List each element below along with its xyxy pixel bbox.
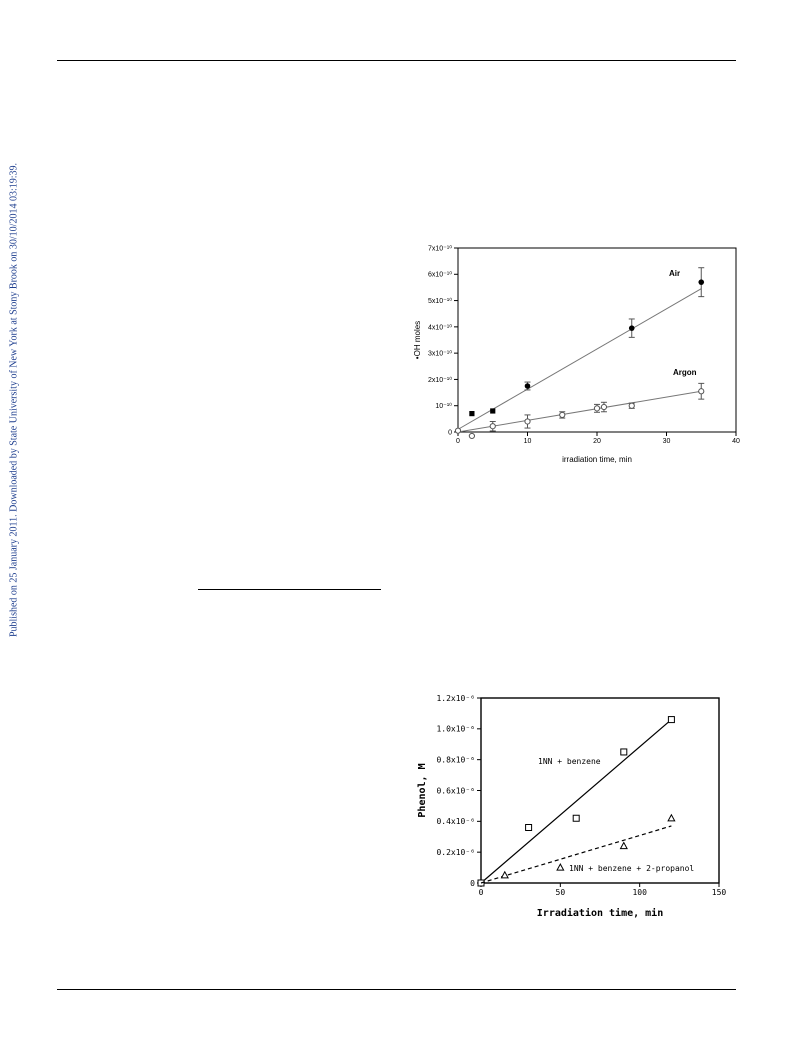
footnote-rule [198,589,381,590]
data-point [619,841,628,850]
y-tick-label: 1.2x10⁻⁶ [436,694,475,703]
data-point [600,403,608,411]
series-label-0: Air [669,269,680,278]
series-label-1: 1NN + benzene + 2-propanol [569,864,694,873]
header-rule [57,60,736,61]
y-axis-label: Phenol, M [417,763,428,817]
data-point [559,411,566,419]
watermark-text: Published on 25 January 2011. Downloaded… [8,162,20,638]
x-tick-label: 10 [524,438,532,445]
y-tick-label: 0.8x10⁻⁶ [436,755,475,764]
data-point [620,748,628,756]
y-tick-label: 4x10⁻¹⁰ [428,323,452,331]
data-point [556,863,565,871]
y-tick-label: 10⁻¹⁰ [435,402,452,410]
y-tick-label: 0.2x10⁻⁶ [436,848,475,857]
data-point [454,427,462,434]
fit-line-1 [457,390,702,433]
plot-frame [480,697,720,884]
x-tick-label: 0 [479,888,484,897]
fit-line-1 [480,825,672,884]
x-axis-label: irradiation time, min [562,455,632,464]
x-tick-label: 150 [712,888,727,897]
y-tick-label: 6x10⁻¹⁰ [428,271,452,279]
data-point [468,432,476,440]
data-point [500,870,509,879]
series-label-0: 1NN + benzene [538,757,601,766]
data-point [628,402,635,409]
y-tick-label: 0.4x10⁻⁶ [436,817,475,826]
y-axis-label: •OH moles [413,321,422,359]
y-tick-label: 3x10⁻¹⁰ [428,350,452,358]
x-tick-label: 40 [732,438,740,445]
data-point [698,388,705,395]
y-tick-label: 0 [448,429,452,436]
oh-moles-chart: 0 10 20 30 40 0 10⁻¹⁰ 2x10⁻¹⁰ 3x10⁻¹⁰ 4x10⁻¹⁰ 5x10… [413,244,740,464]
data-point [489,423,496,430]
y-tick-label: 0.6x10⁻⁶ [436,786,475,795]
data-point [667,716,675,724]
data-point [698,279,705,285]
y-tick-label: 1.0x10⁻⁶ [436,725,475,734]
series-label-1: Argon [673,368,697,377]
y-tick-label: 0 [470,879,475,888]
x-axis-label: Irradiation time, min [537,907,663,919]
x-tick-label: 100 [632,888,647,897]
footer-rule [57,989,736,990]
data-point [525,824,533,831]
x-tick-label: 0 [456,438,460,445]
data-point [490,408,496,414]
x-tick-label: 20 [593,438,601,445]
data-point [628,325,635,331]
data-point [593,405,601,412]
y-tick-label: 5x10⁻¹⁰ [428,297,452,305]
fit-line-0 [457,288,702,430]
data-point [572,814,580,822]
fit-line-0 [480,719,672,884]
data-point [667,813,676,822]
data-point [469,411,475,417]
phenol-chart: 0 50 100 150 0 0.2x10⁻⁶ 0.4x10⁻⁶ 0.6x10⁻⁶ 0.8x10… [417,694,727,919]
x-tick-label: 50 [556,888,566,897]
data-point [524,383,531,389]
x-tick-label: 30 [663,438,671,445]
y-tick-label: 7x10⁻¹⁰ [428,244,452,252]
y-tick-label: 2x10⁻¹⁰ [428,376,452,384]
data-point [524,418,531,425]
